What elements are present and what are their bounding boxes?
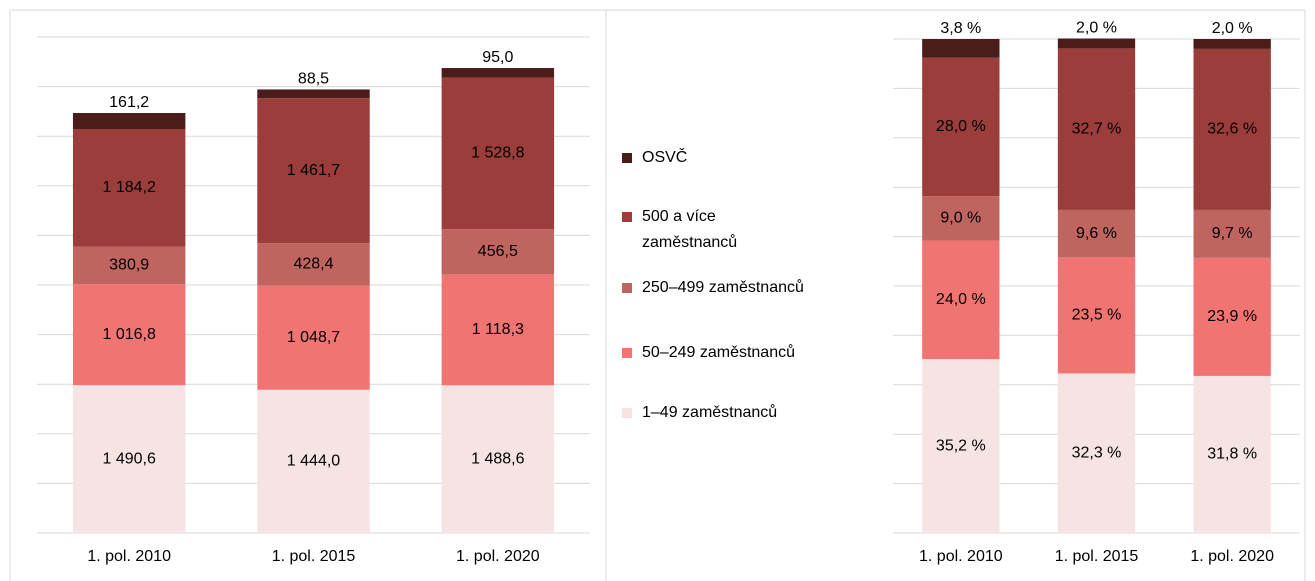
bar-segment (922, 359, 1000, 533)
bar-segment (922, 240, 1000, 360)
value-label: 1 490,6 (102, 450, 155, 467)
value-label: 2,0 % (1076, 20, 1117, 37)
x-tick-label: 1. pol. 2010 (87, 548, 171, 565)
legend-label: 250–499 zaměstnanců (642, 279, 804, 296)
legend-label: 1–49 zaměstnanců (642, 404, 778, 421)
value-label: 3,8 % (940, 20, 981, 37)
bar-segment (441, 68, 555, 78)
value-label: 23,9 % (1207, 308, 1257, 325)
value-label: 1 048,7 (287, 329, 340, 346)
value-label: 1 444,0 (287, 453, 340, 470)
bar-segment (1193, 39, 1271, 49)
value-label: 1 118,3 (472, 321, 524, 338)
value-label: 1 488,6 (471, 450, 524, 467)
bar-segment (441, 274, 555, 386)
value-label: 1 461,7 (287, 162, 340, 179)
value-label: 380,9 (109, 257, 149, 274)
bar-segment (441, 385, 555, 533)
value-label: 28,0 % (936, 118, 986, 135)
bar-segment (1057, 209, 1136, 258)
bar-segment (72, 129, 186, 247)
bar-segment (72, 113, 186, 130)
bar-segment (1057, 373, 1136, 533)
value-label: 1 528,8 (471, 145, 524, 162)
bar-segment (441, 229, 555, 275)
value-label: 32,7 % (1072, 120, 1122, 137)
bar-segment (72, 385, 186, 533)
bar-segment (1057, 38, 1136, 49)
value-label: 456,5 (478, 243, 518, 260)
value-label: 24,0 % (936, 291, 986, 308)
value-label: 95,0 (482, 49, 513, 66)
x-tick-label: 1. pol. 2015 (1055, 548, 1139, 565)
value-label: 31,8 % (1207, 446, 1257, 463)
bar-segment (922, 57, 1000, 197)
bar-segment (257, 98, 370, 244)
value-label: 9,7 % (1212, 225, 1253, 242)
legend-label: OSVČ (642, 149, 688, 166)
value-label: 9,0 % (940, 210, 981, 227)
bar-segment (922, 39, 1000, 58)
bar-segment (1193, 257, 1271, 376)
value-label: 88,5 (298, 71, 329, 88)
value-label: 32,6 % (1207, 121, 1257, 138)
value-label: 35,2 % (936, 437, 986, 454)
value-label: 428,4 (293, 256, 333, 273)
bar-segment (72, 284, 186, 386)
x-tick-label: 1. pol. 2020 (1190, 548, 1274, 565)
bar-segment (257, 89, 370, 99)
legend-swatch (622, 283, 632, 293)
legend-swatch (622, 408, 632, 418)
value-label: 1 184,2 (102, 179, 155, 196)
legend-swatch (622, 348, 632, 358)
x-tick-label: 1. pol. 2015 (272, 548, 356, 565)
bar-segment (257, 389, 370, 533)
value-label: 1 016,8 (102, 326, 155, 343)
value-label: 32,3 % (1072, 444, 1122, 461)
legend-swatch (622, 212, 632, 222)
legend-swatch (622, 153, 632, 163)
bar-segment (257, 285, 370, 390)
value-label: 9,6 % (1076, 225, 1117, 242)
bar-segment (257, 243, 370, 286)
legend-label: 50–249 zaměstnanců (642, 344, 795, 361)
bar-segment (72, 246, 186, 285)
value-label: 2,0 % (1212, 20, 1253, 37)
bar-segment (441, 77, 555, 230)
bar-segment (922, 196, 1000, 241)
bar-segment (1057, 48, 1136, 210)
bar-segment (1193, 375, 1271, 533)
bar-segment (1193, 209, 1271, 258)
value-label: 23,5 % (1072, 307, 1122, 324)
bar-segment (1193, 48, 1271, 210)
x-tick-label: 1. pol. 2010 (919, 548, 1003, 565)
legend-label: 500 a více zaměstnanců (642, 208, 738, 251)
value-label: 161,2 (109, 94, 149, 111)
x-tick-label: 1. pol. 2020 (456, 548, 540, 565)
bar-segment (1057, 257, 1136, 374)
